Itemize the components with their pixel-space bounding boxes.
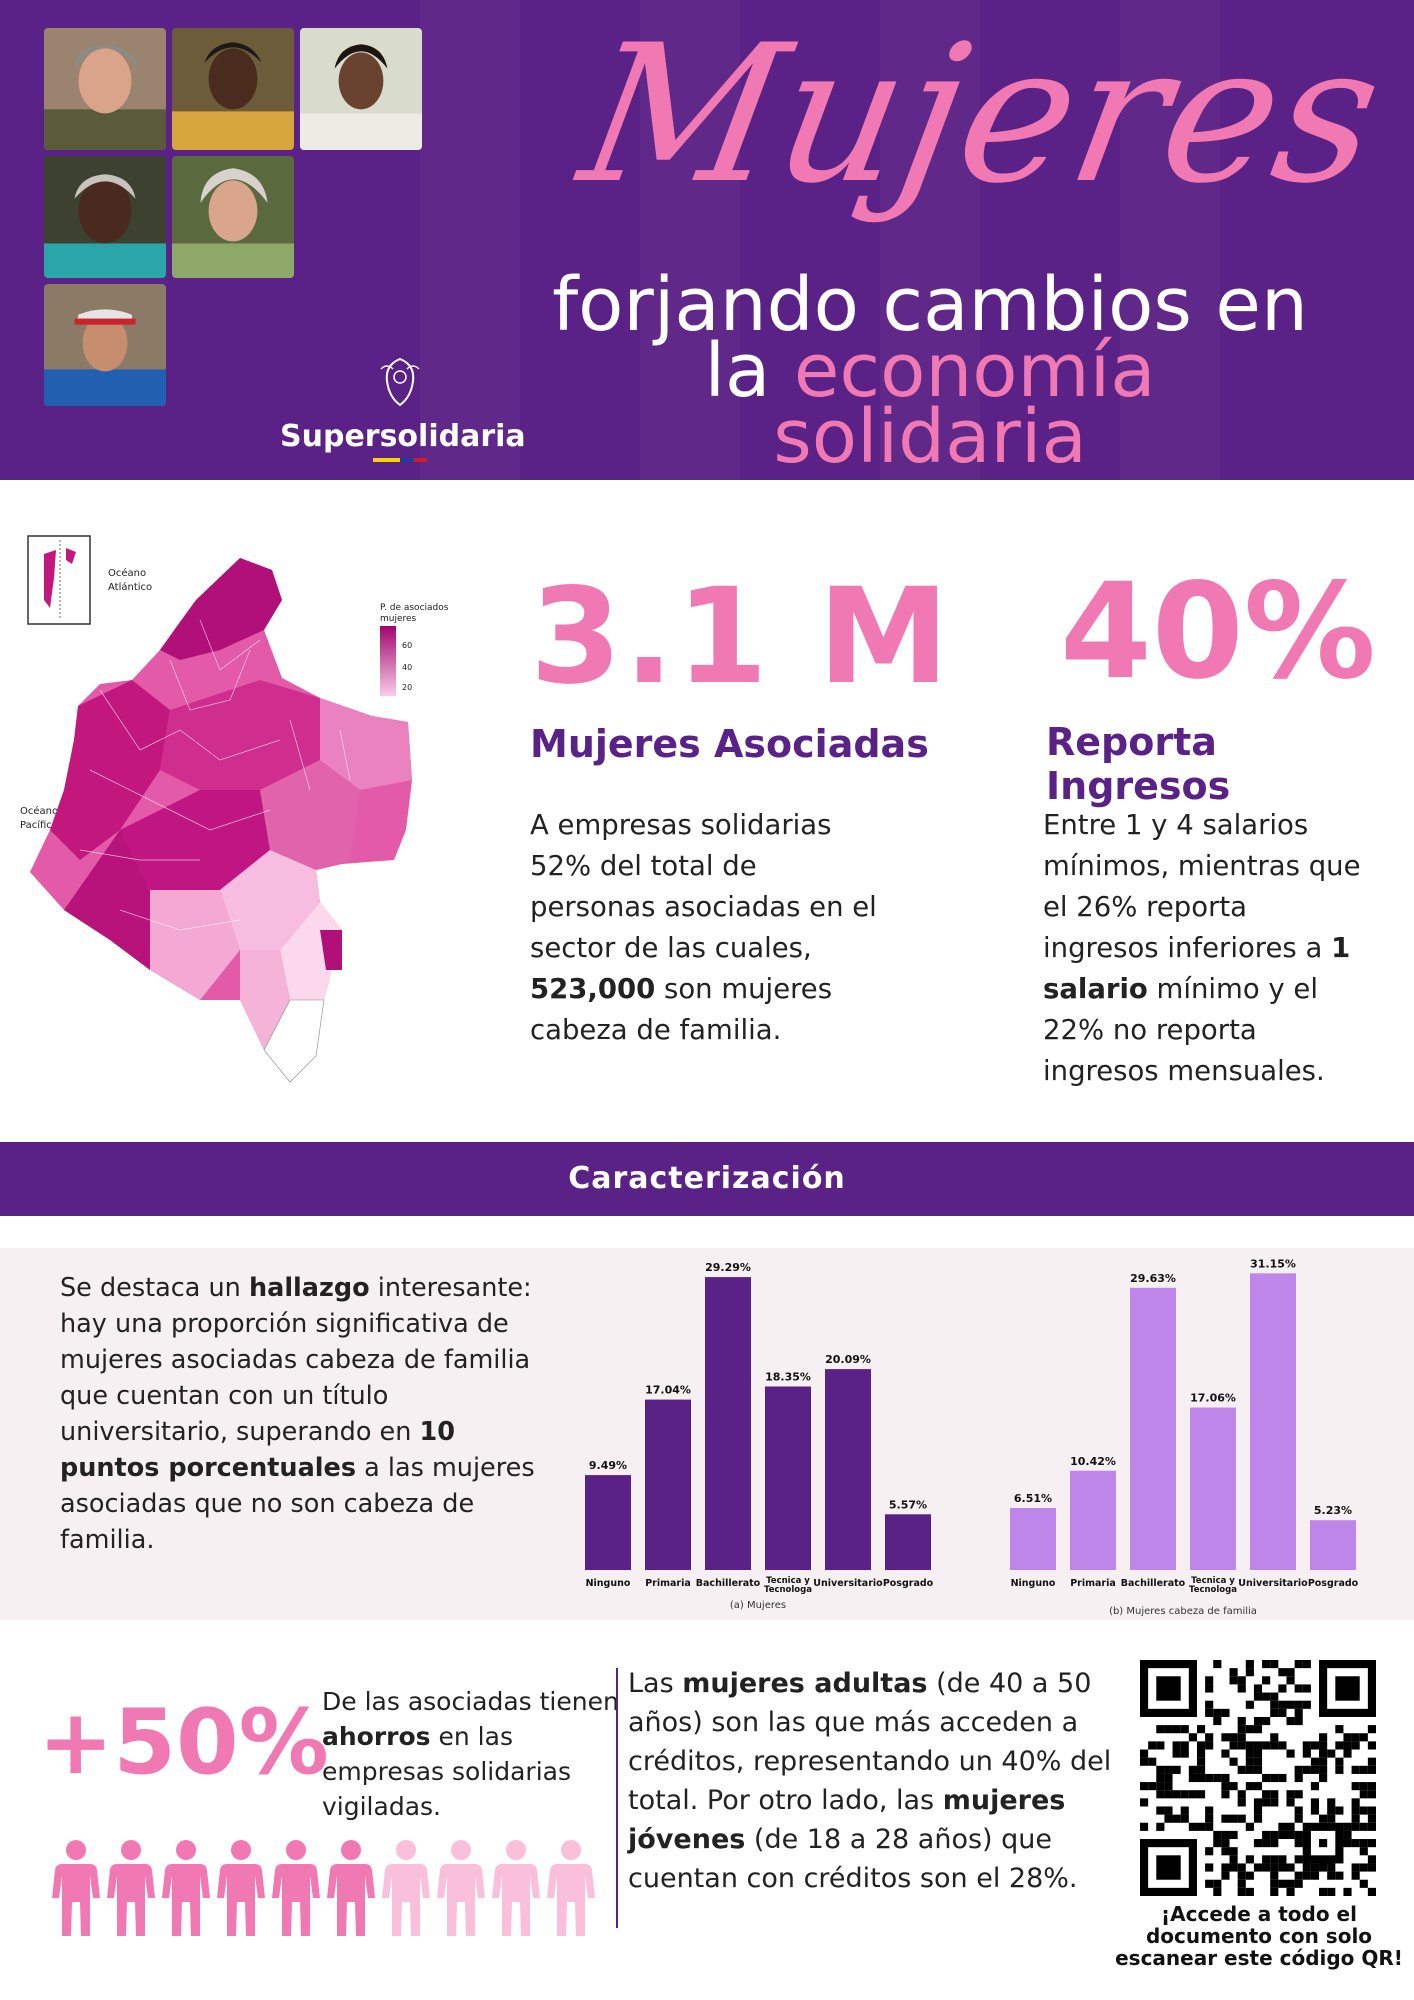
- bar-label-4: 31.15%: [1250, 1257, 1296, 1270]
- svg-text:P. de asociados: P. de asociados: [380, 603, 449, 613]
- svg-text:Pacífico: Pacífico: [20, 819, 58, 831]
- bar-label-5: 5.57%: [889, 1498, 927, 1511]
- person-icon: [382, 1840, 430, 1936]
- person-icon: [217, 1840, 265, 1936]
- photo-woman-4: [44, 156, 166, 278]
- credits-text: Las mujeres adultas (de 40 a 50 años) so…: [628, 1668, 1112, 1894]
- person-icon: [327, 1840, 375, 1936]
- photo-woman-2: [172, 28, 294, 150]
- supersolidaria-logo: Supersolidaria: [280, 355, 526, 462]
- svg-text:60: 60: [402, 641, 412, 650]
- photo-woman-6: [44, 284, 166, 406]
- header-banner: Mujeres forjando cambios en la economía …: [0, 0, 1414, 480]
- bar-5: [1310, 1520, 1356, 1570]
- category-label-3-line2: Tecnologa: [764, 1585, 812, 1595]
- bar-2: [705, 1277, 751, 1570]
- category-label-1: Primaria: [1070, 1578, 1116, 1589]
- chart-mujeres: 9.49% Ninguno 17.04% Primaria 29.29% Bachille…: [580, 1250, 950, 1620]
- category-label-5: Posgrado: [883, 1578, 934, 1589]
- svg-text:Océano: Océano: [108, 567, 146, 579]
- photo-woman-1: [44, 28, 166, 150]
- category-label-4: Universitario: [1238, 1578, 1308, 1589]
- svg-text:20: 20: [402, 683, 412, 692]
- bar-2: [1130, 1287, 1176, 1570]
- chart-caption: (b) Mujeres cabeza de familia: [1109, 1606, 1257, 1617]
- bar-3: [1190, 1407, 1236, 1570]
- bar-0: [1010, 1508, 1056, 1570]
- category-label-3: Tecnica y: [766, 1576, 810, 1586]
- person-icon: [437, 1840, 485, 1936]
- bar-1: [645, 1399, 691, 1570]
- category-label-1: Primaria: [645, 1578, 691, 1589]
- stat-income-heading: Reporta Ingresos: [1046, 720, 1231, 808]
- person-icon: [547, 1840, 595, 1936]
- category-label-3-line2: Tecnologa: [1189, 1585, 1237, 1595]
- category-label-2: Bachillerato: [1121, 1578, 1186, 1589]
- chart-caption: (a) Mujeres: [730, 1600, 786, 1611]
- svg-text:mujeres: mujeres: [380, 614, 417, 624]
- page-subtitle: forjando cambios en la economía solidari…: [552, 262, 1308, 480]
- svg-text:Océano: Océano: [20, 805, 58, 817]
- divider: [616, 1668, 618, 1928]
- person-icon: [162, 1840, 210, 1936]
- person-icon: [107, 1840, 155, 1936]
- colombia-map: Océano Atlántico Océano Pacífico P. de a…: [20, 535, 449, 1083]
- bar-1: [1070, 1470, 1116, 1570]
- bar-3: [765, 1386, 811, 1570]
- bar-4: [1250, 1273, 1296, 1570]
- bar-label-1: 10.42%: [1070, 1455, 1116, 1468]
- stat-income-value: 40%: [1060, 555, 1376, 709]
- page-title: Mujeres: [564, 10, 1380, 226]
- bar-0: [585, 1475, 631, 1570]
- stat-associated-women-value: 3.1 M: [530, 560, 952, 714]
- savings-text: De las asociadas tienen ahorros en las e…: [322, 1687, 619, 1821]
- stat-associated-women-heading: Mujeres Asociadas: [530, 722, 929, 766]
- bar-4: [825, 1369, 871, 1570]
- person-icon: [492, 1840, 540, 1936]
- savings-percentage: +50%: [38, 1690, 329, 1795]
- category-label-5: Posgrado: [1308, 1578, 1359, 1589]
- svg-text:40: 40: [402, 663, 412, 672]
- section-title-bar: Caracterización: [0, 1142, 1414, 1216]
- person-icon: [272, 1840, 320, 1936]
- people-pictogram: [50, 1838, 600, 1938]
- bar-label-3: 18.35%: [765, 1371, 811, 1384]
- finding-text: Se destaca un hallazgo interesante: hay …: [60, 1273, 535, 1555]
- chart-mujeres-cabeza-familia: 6.51% Ninguno 10.42% Primaria 29.63% Bachille…: [1005, 1250, 1375, 1620]
- svg-text:Atlántico: Atlántico: [108, 581, 152, 593]
- qr-caption: ¡Accede a todo el documento con solo esc…: [1115, 1902, 1403, 1970]
- photo-woman-5: [172, 156, 294, 278]
- category-label-2: Bachillerato: [696, 1578, 761, 1589]
- bar-label-2: 29.63%: [1130, 1272, 1176, 1285]
- person-icon: [52, 1840, 100, 1936]
- stat-associated-women-text: A empresas solidarias 52% del total de p…: [530, 809, 877, 1046]
- coat-of-arms-icon: [380, 357, 420, 407]
- bar-label-5: 5.23%: [1314, 1504, 1352, 1517]
- bar-label-0: 9.49%: [589, 1459, 627, 1472]
- category-label-3: Tecnica y: [1191, 1576, 1235, 1586]
- svg-text:Mujeres: Mujeres: [564, 10, 1380, 226]
- bar-label-0: 6.51%: [1014, 1492, 1052, 1505]
- qr-code[interactable]: [1140, 1660, 1376, 1896]
- category-label-0: Ninguno: [586, 1578, 631, 1589]
- category-label-4: Universitario: [813, 1578, 883, 1589]
- stat-income-text: Entre 1 y 4 salarios mínimos, mientras q…: [1043, 809, 1361, 1087]
- photo-woman-3: [300, 28, 422, 150]
- bar-label-2: 29.29%: [705, 1261, 751, 1274]
- bar-5: [885, 1514, 931, 1570]
- bar-label-3: 17.06%: [1190, 1392, 1236, 1405]
- bar-label-1: 17.04%: [645, 1384, 691, 1397]
- bar-label-4: 20.09%: [825, 1353, 871, 1366]
- category-label-0: Ninguno: [1011, 1578, 1056, 1589]
